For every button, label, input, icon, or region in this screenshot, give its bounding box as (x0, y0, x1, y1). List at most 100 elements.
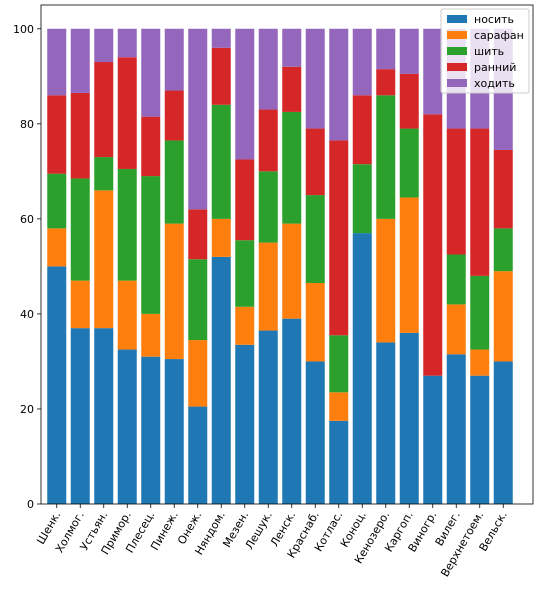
bar-3-8 (211, 104, 231, 219)
bar-5-12 (305, 28, 325, 129)
y-tick-label-3: 40 (20, 308, 34, 321)
bar-3-19 (470, 275, 490, 350)
bar-3-10 (258, 171, 278, 243)
bar-5-11 (282, 28, 302, 67)
x-axis: Шенк.Холмог.Устьян.Примор.Плесец.Пинеж.О… (34, 504, 510, 579)
bar-3-7 (188, 259, 208, 341)
legend-label-5: ходить (474, 77, 515, 90)
bar-2-9 (235, 306, 255, 345)
legend-label-3: шить (474, 45, 504, 58)
bar-4-19 (470, 128, 490, 276)
bar-4-18 (446, 128, 466, 255)
bar-4-20 (493, 149, 513, 229)
bar-1-14 (352, 233, 372, 504)
bar-1-20 (493, 361, 513, 504)
legend-swatch-5 (447, 79, 467, 87)
bar-4-13 (329, 140, 349, 336)
legend-swatch-2 (447, 31, 467, 39)
bar-2-8 (211, 218, 231, 257)
y-tick-label-4: 60 (20, 213, 34, 226)
bar-5-9 (235, 28, 255, 160)
bar-1-4 (117, 349, 137, 504)
bar-2-10 (258, 242, 278, 331)
bar-4-3 (94, 62, 114, 158)
bar-2-20 (493, 271, 513, 362)
bar-4-8 (211, 47, 231, 105)
y-tick-label-2: 20 (20, 403, 34, 416)
bar-2-6 (164, 223, 184, 360)
bar-1-18 (446, 354, 466, 504)
bar-4-12 (305, 128, 325, 196)
bar-1-9 (235, 344, 255, 504)
bar-2-1 (47, 228, 67, 267)
bar-5-4 (117, 28, 137, 58)
bar-3-13 (329, 335, 349, 393)
legend-label-4: ранний (474, 61, 516, 74)
bar-2-3 (94, 190, 114, 329)
legend-label-1: носить (474, 13, 514, 26)
bar-1-7 (188, 406, 208, 504)
bar-4-17 (423, 114, 443, 376)
bar-2-7 (188, 340, 208, 407)
bar-4-14 (352, 95, 372, 165)
bar-2-15 (376, 218, 396, 343)
bar-1-13 (329, 420, 349, 504)
bar-4-10 (258, 109, 278, 172)
bar-4-7 (188, 209, 208, 260)
bar-2-4 (117, 280, 137, 350)
bar-2-11 (282, 223, 302, 319)
bar-2-19 (470, 349, 490, 376)
bar-1-6 (164, 359, 184, 504)
bar-2-13 (329, 392, 349, 421)
bar-3-16 (399, 128, 419, 198)
bar-1-10 (258, 330, 278, 504)
bar-3-9 (235, 240, 255, 307)
legend: носить сарафан шить ранний ходить (440, 8, 530, 94)
bar-1-16 (399, 332, 419, 504)
bar-4-9 (235, 159, 255, 241)
bar-1-2 (70, 328, 90, 504)
bar-1-17 (423, 375, 443, 504)
bar-4-6 (164, 90, 184, 141)
bar-5-8 (211, 28, 231, 48)
bar-1-19 (470, 375, 490, 504)
bar-3-5 (141, 176, 161, 314)
bar-2-16 (399, 197, 419, 333)
bar-5-3 (94, 28, 114, 63)
bar-5-16 (399, 28, 419, 74)
bar-3-2 (70, 178, 90, 281)
bar-3-12 (305, 195, 325, 284)
y-tick-label-5: 80 (20, 118, 34, 131)
bar-1-11 (282, 318, 302, 504)
bar-4-16 (399, 73, 419, 129)
y-tick-label-6: 100 (13, 23, 34, 36)
bar-3-6 (164, 140, 184, 224)
bar-3-15 (376, 95, 396, 219)
bar-5-5 (141, 28, 161, 117)
bar-2-2 (70, 280, 90, 329)
bar-1-12 (305, 361, 325, 504)
bar-5-17 (423, 28, 443, 115)
bar-3-20 (493, 228, 513, 272)
bar-1-3 (94, 328, 114, 504)
legend-box (440, 8, 530, 94)
bar-5-15 (376, 28, 396, 70)
legend-label-2: сарафан (474, 29, 524, 42)
bar-1-15 (376, 342, 396, 504)
plot-area (40, 4, 534, 505)
bar-3-14 (352, 164, 372, 234)
bar-4-4 (117, 57, 137, 169)
bar-4-2 (70, 92, 90, 179)
bar-5-6 (164, 28, 184, 91)
bar-5-7 (188, 28, 208, 210)
bar-1-1 (47, 266, 67, 504)
bar-1-8 (211, 256, 231, 504)
bar-3-4 (117, 168, 137, 281)
bar-5-1 (47, 28, 67, 96)
bar-5-10 (258, 28, 278, 110)
bar-2-12 (305, 283, 325, 362)
legend-swatch-4 (447, 63, 467, 71)
bar-3-11 (282, 111, 302, 224)
bar-4-11 (282, 66, 302, 112)
